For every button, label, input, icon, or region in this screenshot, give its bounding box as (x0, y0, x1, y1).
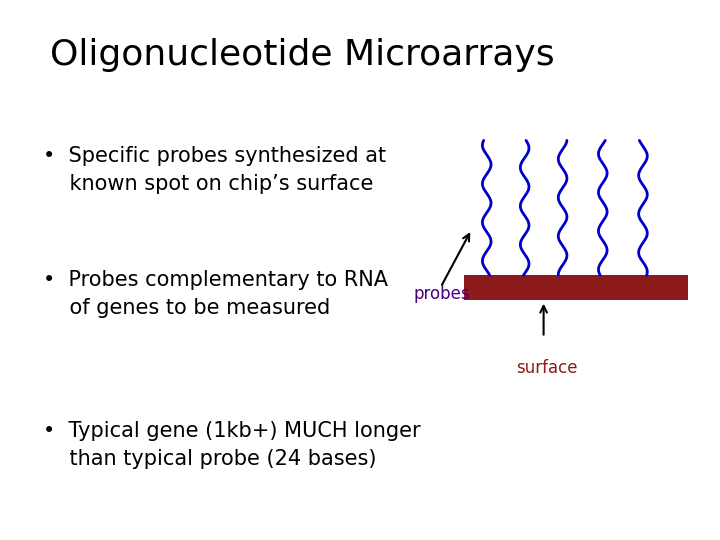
Text: Oligonucleotide Microarrays: Oligonucleotide Microarrays (50, 38, 555, 72)
Text: •  Typical gene (1kb+) MUCH longer
    than typical probe (24 bases): • Typical gene (1kb+) MUCH longer than t… (43, 421, 420, 469)
Text: surface: surface (516, 359, 578, 377)
Text: probes: probes (414, 285, 471, 303)
Text: •  Specific probes synthesized at
    known spot on chip’s surface: • Specific probes synthesized at known s… (43, 146, 387, 194)
Text: •  Probes complementary to RNA
    of genes to be measured: • Probes complementary to RNA of genes t… (43, 270, 388, 318)
Bar (464, 275, 688, 300)
